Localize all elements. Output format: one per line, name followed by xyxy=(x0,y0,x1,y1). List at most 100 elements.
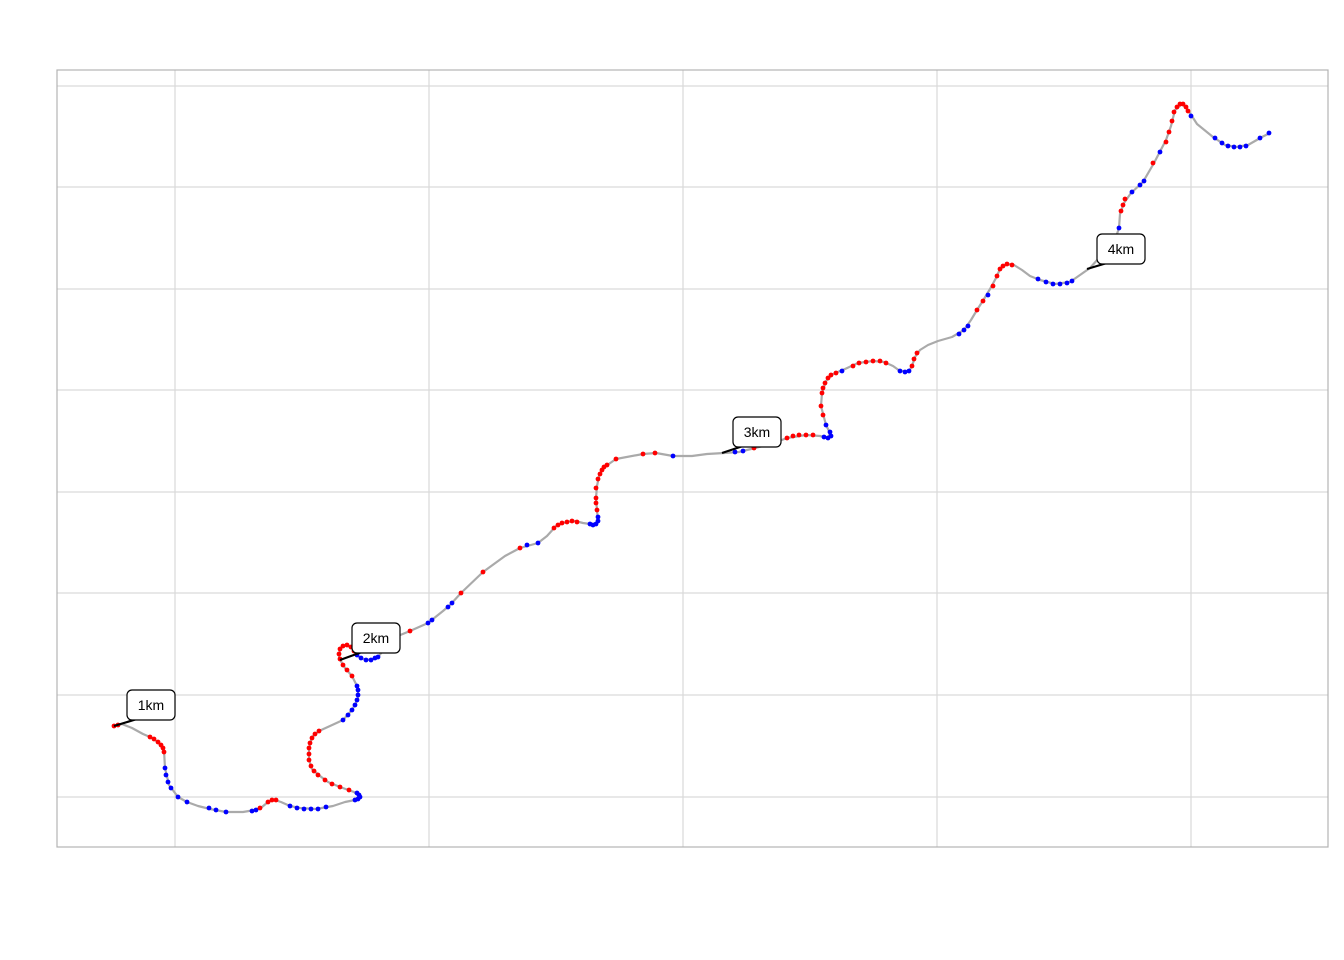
route-point-62 xyxy=(340,643,346,649)
route-point-28 xyxy=(323,804,329,810)
route-points xyxy=(111,101,1272,815)
route-point-83 xyxy=(555,522,561,528)
distance-label-text-1: 2km xyxy=(363,630,389,646)
route-point-86 xyxy=(569,518,575,524)
route-point-33 xyxy=(354,790,360,796)
route-point-160 xyxy=(1120,202,1126,208)
route-point-45 xyxy=(309,735,315,741)
route-point-139 xyxy=(914,350,920,356)
route-point-9 xyxy=(163,772,169,778)
route-point-182 xyxy=(1243,143,1249,149)
route-point-95 xyxy=(593,495,599,501)
route-point-118 xyxy=(823,422,829,428)
route-point-169 xyxy=(1169,118,1175,124)
route-point-26 xyxy=(308,806,314,812)
route-point-120 xyxy=(818,403,824,409)
route-point-34 xyxy=(346,787,352,793)
route-point-11 xyxy=(168,785,174,791)
route-point-63 xyxy=(344,642,350,648)
route-point-124 xyxy=(825,375,831,381)
route-point-104 xyxy=(652,450,658,456)
route-point-3 xyxy=(151,736,157,742)
route-point-93 xyxy=(594,507,600,513)
route-point-94 xyxy=(593,500,599,506)
route-point-84 xyxy=(559,520,565,526)
route-point-138 xyxy=(911,356,917,362)
route-point-101 xyxy=(604,462,610,468)
route-point-13 xyxy=(184,799,190,805)
route-point-119 xyxy=(820,412,826,418)
route-point-51 xyxy=(352,702,358,708)
route-point-133 xyxy=(883,360,889,366)
route-point-114 xyxy=(821,434,827,440)
route-point-109 xyxy=(784,435,790,441)
route-point-15 xyxy=(213,807,219,813)
route-point-121 xyxy=(819,390,825,396)
route-point-105 xyxy=(670,453,676,459)
distance-label-1: 2km xyxy=(339,622,401,662)
route-point-55 xyxy=(354,683,360,689)
route-point-166 xyxy=(1157,149,1163,155)
route-point-116 xyxy=(828,433,834,439)
route-point-167 xyxy=(1163,139,1169,145)
route-point-154 xyxy=(1050,281,1056,287)
route-line xyxy=(112,102,1272,814)
route-point-47 xyxy=(316,728,322,734)
route-point-102 xyxy=(613,456,619,462)
route-point-73 xyxy=(425,620,431,626)
route-point-155 xyxy=(1057,281,1063,287)
route-point-79 xyxy=(517,545,523,551)
route-point-12 xyxy=(175,794,181,800)
distance-label-box-1 xyxy=(351,622,401,654)
route-point-10 xyxy=(165,779,171,785)
route-point-112 xyxy=(803,432,809,438)
route-point-20 xyxy=(265,799,271,805)
route-point-96 xyxy=(593,485,599,491)
distance-label-box-2 xyxy=(732,416,782,448)
route-point-37 xyxy=(322,777,328,783)
route-point-7 xyxy=(161,749,167,755)
route-point-43 xyxy=(306,745,312,751)
route-point-156 xyxy=(1064,280,1070,286)
route-point-56 xyxy=(349,673,355,679)
route-point-171 xyxy=(1174,104,1180,110)
route-point-146 xyxy=(990,283,996,289)
route-point-163 xyxy=(1137,182,1143,188)
distance-label-text-0: 1km xyxy=(138,697,164,713)
distance-label-text-2: 3km xyxy=(744,424,770,440)
distance-label-3: 4km xyxy=(1086,233,1146,271)
route-point-145 xyxy=(985,292,991,298)
route-point-128 xyxy=(850,363,856,369)
route-point-24 xyxy=(294,805,300,811)
route-point-72 xyxy=(407,628,413,634)
route-point-174 xyxy=(1183,104,1189,110)
route-point-161 xyxy=(1122,196,1128,202)
route-point-49 xyxy=(345,712,351,718)
route-point-148 xyxy=(997,266,1003,272)
route-point-140 xyxy=(956,331,962,337)
route-point-98 xyxy=(597,471,603,477)
route-point-22 xyxy=(273,797,279,803)
route-point-147 xyxy=(994,273,1000,279)
distance-label-text-3: 4km xyxy=(1108,241,1134,257)
route-point-4 xyxy=(155,739,161,745)
route-point-25 xyxy=(301,806,307,812)
route-point-123 xyxy=(822,380,828,386)
panel-border xyxy=(56,69,1329,848)
route-point-44 xyxy=(307,740,313,746)
route-point-16 xyxy=(223,809,229,815)
route-point-38 xyxy=(315,772,321,778)
route-point-122 xyxy=(820,385,826,391)
distance-labels: 1km 2km 3km 4km xyxy=(113,233,1146,728)
distance-label-0: 1km xyxy=(113,689,176,728)
route-point-18 xyxy=(253,807,259,813)
route-point-48 xyxy=(340,717,346,723)
route-point-17 xyxy=(249,808,255,814)
route-point-142 xyxy=(965,323,971,329)
route-point-27 xyxy=(315,806,321,812)
route-point-130 xyxy=(863,359,869,365)
route-point-35 xyxy=(337,784,343,790)
route-point-78 xyxy=(480,569,486,575)
route-point-158 xyxy=(1116,225,1122,231)
